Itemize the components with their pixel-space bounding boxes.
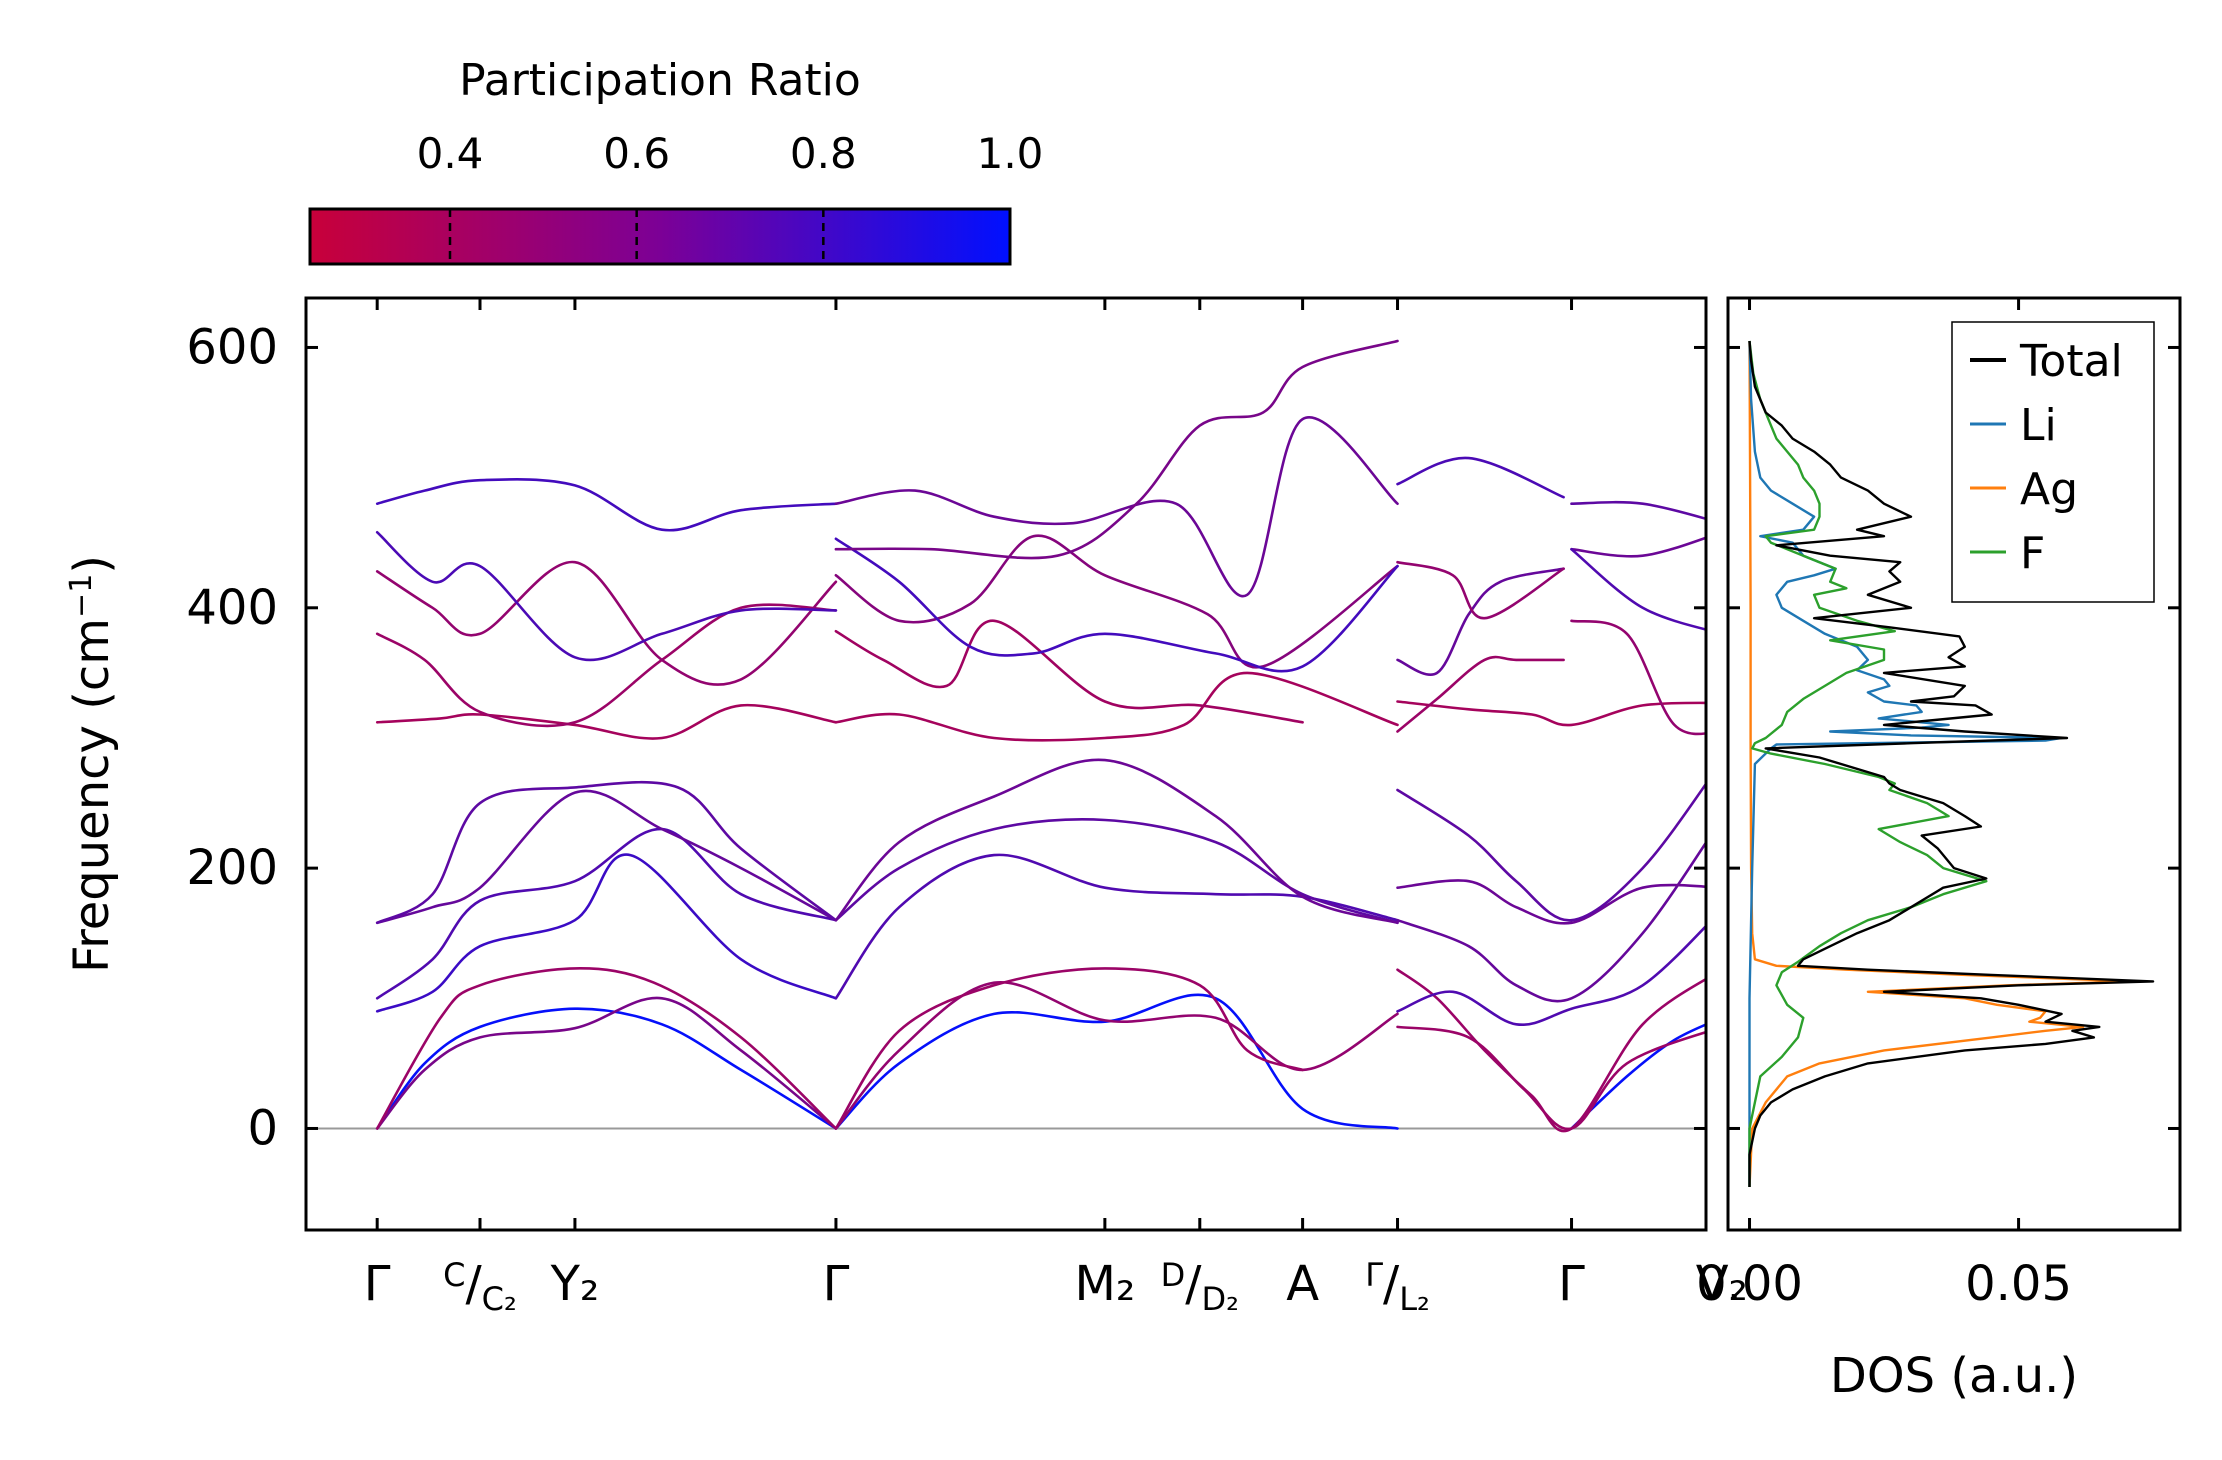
legend-label-li: Li xyxy=(2020,400,2057,451)
band-line xyxy=(834,534,1399,669)
band-line xyxy=(1396,924,1706,1027)
band-line xyxy=(1396,655,1565,733)
colorbar-ticks: 0.4 0.6 0.8 1.0 xyxy=(417,129,1044,264)
band-line xyxy=(834,339,1399,560)
band-line xyxy=(1396,567,1565,676)
colorbar-tick-label: 1.0 xyxy=(977,129,1044,178)
dos-lines xyxy=(1748,340,2155,1188)
frequency-axis-ticks: 0 200 400 600 xyxy=(186,319,1706,1156)
dos-legend: Total Li Ag F xyxy=(1951,321,2155,603)
x-tick-label: Y₂ xyxy=(550,1256,600,1312)
phonon-bands xyxy=(375,339,1706,1133)
band-line xyxy=(834,967,1304,1130)
legend-label-f: F xyxy=(2020,528,2045,579)
band-line xyxy=(1396,968,1706,1133)
band-line xyxy=(834,818,1399,925)
band-line xyxy=(834,853,1399,1000)
x-tick-label: M₂ xyxy=(1075,1256,1136,1312)
band-line xyxy=(375,780,838,925)
band-line xyxy=(1570,500,1706,521)
dos-plot-frame xyxy=(1726,296,2182,1232)
colorbar-tick-label: 0.8 xyxy=(790,129,857,178)
band-line xyxy=(1396,781,1706,922)
band-line xyxy=(834,980,1399,1130)
dos-line-f xyxy=(1748,340,1988,1187)
band-line xyxy=(375,996,838,1130)
band-line xyxy=(834,619,1304,724)
dos-panel: 0.00 0.05 DOS (a.u.) Total Li Ag F xyxy=(1696,296,2182,1404)
band-line xyxy=(375,703,838,740)
dos-line-total xyxy=(1748,340,2155,1187)
dos-y-ticks xyxy=(1728,345,2180,1130)
x-tick-label: D/D₂ xyxy=(1161,1256,1239,1318)
band-line xyxy=(375,531,838,662)
band-line xyxy=(375,853,838,1013)
band-line xyxy=(1570,536,1706,558)
band-line xyxy=(375,1007,838,1130)
band-line xyxy=(375,827,838,1000)
band-line xyxy=(1570,547,1706,631)
legend-box xyxy=(1951,321,2155,603)
frequency-axis-label: Frequency (cm−1) xyxy=(64,555,121,973)
band-structure-panel: 0 200 400 600 Γ C/C₂ Y₂ Γ M₂ D/D₂ A Γ/L₂ Γ V₂ Freque… xyxy=(64,296,1748,1318)
dos-axis-label: DOS (a.u.) xyxy=(1830,1348,2078,1404)
legend-label-total: Total xyxy=(2019,336,2123,387)
colorbar: Participation Ratio 0.4 0.6 0.8 1.0 xyxy=(308,55,1044,266)
x-tick-label: A xyxy=(1286,1256,1319,1312)
colorbar-tick-label: 0.6 xyxy=(603,129,670,178)
band-line xyxy=(1570,1023,1706,1130)
band-line xyxy=(834,537,1399,673)
band-line xyxy=(834,416,1399,598)
x-tick-label: Γ/L₂ xyxy=(1365,1256,1430,1318)
band-line xyxy=(1396,560,1565,620)
band-line xyxy=(1396,1025,1706,1131)
band-line xyxy=(375,967,838,1130)
band-line xyxy=(1396,700,1706,727)
y-tick-label: 600 xyxy=(186,319,278,375)
colorbar-title: Participation Ratio xyxy=(459,55,861,106)
band-line xyxy=(834,671,1399,742)
band-line xyxy=(1396,456,1565,499)
x-tick-label: Γ xyxy=(364,1256,391,1312)
colorbar-gradient xyxy=(308,207,1012,266)
x-tick-label: Γ xyxy=(1558,1256,1585,1312)
x-tick-label: C/C₂ xyxy=(443,1256,517,1318)
band-line xyxy=(375,789,838,925)
dos-x-tick-label: 0.00 xyxy=(1696,1256,1803,1312)
band-line xyxy=(834,758,1399,925)
y-tick-label: 0 xyxy=(247,1100,278,1156)
y-tick-label: 400 xyxy=(186,580,278,636)
legend-label-ag: Ag xyxy=(2020,464,2078,515)
x-tick-label: V₂ xyxy=(1696,1256,1748,1312)
band-line xyxy=(1570,619,1706,736)
band-plot-frame xyxy=(304,296,1708,1232)
x-tick-label: Γ xyxy=(823,1256,850,1312)
y-tick-label: 200 xyxy=(186,840,278,896)
colorbar-tick-label: 0.4 xyxy=(417,129,484,178)
band-line xyxy=(375,560,838,686)
band-line xyxy=(375,603,838,728)
dos-x-ticks: 0.00 0.05 xyxy=(1696,298,2072,1312)
band-line xyxy=(1396,840,1706,1003)
dos-x-tick-label: 0.05 xyxy=(1965,1256,2072,1312)
band-line xyxy=(1396,879,1706,925)
band-line xyxy=(375,478,838,532)
kpath-axis-ticks: Γ C/C₂ Y₂ Γ M₂ D/D₂ A Γ/L₂ Γ V₂ xyxy=(364,298,1748,1318)
